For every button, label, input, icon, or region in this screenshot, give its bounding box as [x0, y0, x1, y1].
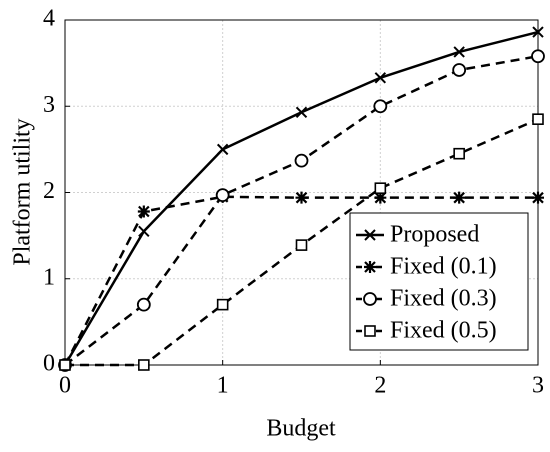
- marker: [216, 298, 229, 311]
- marker-square: [364, 325, 376, 337]
- marker: [59, 359, 71, 371]
- legend-label: Fixed (0.1): [390, 254, 497, 280]
- y-tick-label: 1: [43, 264, 55, 290]
- legend-label: Proposed: [390, 222, 479, 248]
- marker: [295, 191, 308, 204]
- marker: [453, 191, 466, 204]
- legend-marker: [363, 292, 377, 306]
- marker-x: [138, 225, 150, 238]
- marker: [452, 63, 467, 77]
- marker: [294, 153, 309, 168]
- marker: [295, 106, 308, 118]
- marker-circle: [531, 49, 545, 64]
- marker-square: [374, 182, 387, 194]
- marker-x: [364, 229, 376, 241]
- marker-asterisk: [364, 261, 376, 273]
- marker: [216, 143, 229, 156]
- marker: [453, 46, 465, 58]
- y-tick-label: 2: [43, 178, 55, 204]
- marker-square: [453, 147, 465, 160]
- marker-asterisk: [137, 205, 150, 218]
- marker-asterisk: [374, 191, 387, 204]
- legend-marker: [364, 229, 376, 241]
- marker-x: [295, 106, 308, 118]
- marker-x: [374, 72, 387, 84]
- marker-square: [138, 359, 150, 371]
- legend-marker: [364, 261, 376, 273]
- marker: [136, 297, 151, 312]
- marker-circle: [373, 99, 388, 114]
- marker-x: [532, 26, 544, 38]
- marker-asterisk: [453, 191, 466, 204]
- marker-circle: [136, 297, 151, 312]
- marker-asterisk: [295, 191, 308, 204]
- legend-marker: [364, 325, 376, 337]
- marker: [532, 191, 544, 204]
- x-tick-label: 0: [59, 373, 71, 399]
- legend-label: Fixed (0.5): [390, 318, 497, 344]
- marker-square: [59, 359, 71, 371]
- marker-circle: [294, 153, 309, 168]
- legend: Proposed Fixed (0.1) Fixed (0.3) Fixed (0.5…: [349, 212, 529, 351]
- x-tick-label: 1: [217, 373, 229, 399]
- y-axis-label: Platform utility: [10, 118, 36, 265]
- marker: [374, 72, 387, 84]
- marker: [532, 113, 544, 125]
- marker: [374, 182, 387, 194]
- marker: [374, 191, 387, 204]
- marker: [215, 188, 230, 202]
- marker-square: [216, 298, 229, 311]
- marker-x: [216, 143, 229, 156]
- marker-square: [532, 113, 544, 125]
- marker: [531, 49, 545, 64]
- marker: [532, 26, 544, 38]
- marker-circle: [215, 188, 230, 202]
- x-tick-label: 2: [374, 373, 386, 399]
- marker: [373, 99, 388, 114]
- marker-circle: [452, 63, 467, 77]
- y-tick-label: 3: [43, 92, 55, 118]
- marker: [138, 359, 150, 371]
- marker-circle: [363, 292, 377, 306]
- x-tick-label: 3: [532, 373, 544, 399]
- marker-asterisk: [532, 191, 544, 204]
- legend-label: Fixed (0.3): [390, 286, 497, 312]
- marker: [137, 205, 150, 218]
- marker: [138, 225, 150, 238]
- y-tick-label: 4: [43, 6, 55, 32]
- marker-square: [295, 239, 308, 251]
- marker: [295, 239, 308, 251]
- marker: [453, 147, 465, 160]
- x-axis-label: Budget: [266, 416, 336, 442]
- y-tick-label: 0: [43, 351, 55, 377]
- marker-x: [453, 46, 465, 58]
